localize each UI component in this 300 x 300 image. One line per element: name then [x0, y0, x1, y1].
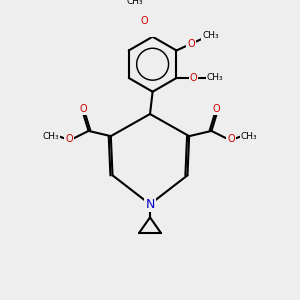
Text: O: O: [227, 134, 235, 144]
Text: O: O: [65, 134, 73, 144]
Text: O: O: [190, 73, 197, 83]
Text: O: O: [213, 104, 220, 114]
Text: CH₃: CH₃: [241, 132, 257, 141]
Text: CH₃: CH₃: [202, 31, 219, 40]
Text: CH₃: CH₃: [127, 0, 143, 6]
Text: N: N: [145, 198, 155, 211]
Text: O: O: [141, 16, 148, 26]
Text: O: O: [187, 39, 195, 49]
Text: CH₃: CH₃: [43, 132, 59, 141]
Text: CH₃: CH₃: [207, 74, 223, 82]
Text: O: O: [80, 104, 87, 114]
